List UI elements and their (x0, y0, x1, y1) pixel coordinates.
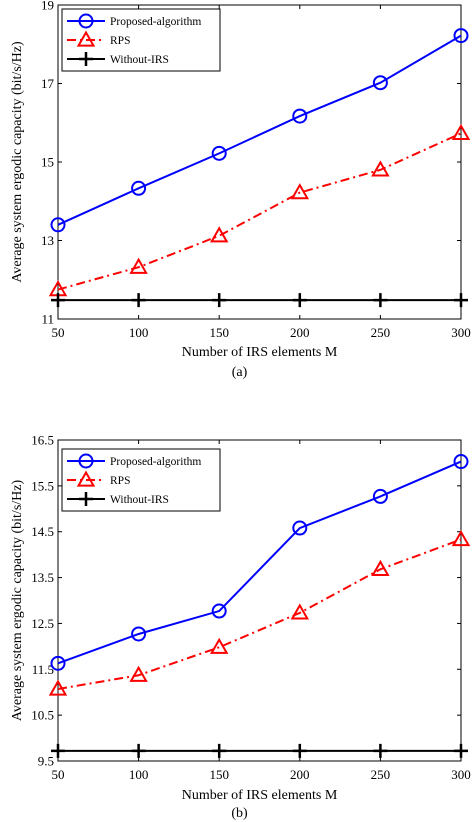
legend-box (61, 448, 221, 512)
x-tick-label: 50 (52, 767, 65, 782)
triangle-marker (451, 123, 471, 140)
legend: Proposed-algorithm RPS Without-IRS (61, 8, 221, 72)
plus-marker (292, 293, 307, 308)
legend-entry-label: Proposed-algorithm (110, 16, 201, 28)
plus-marker (292, 743, 307, 758)
legend-entry-label: Without-IRS (110, 494, 169, 506)
legend-entry-label: RPS (110, 35, 130, 47)
y-tick-label: 12.5 (31, 616, 54, 631)
series-proposed-algorithm (50, 28, 469, 233)
plus-marker (212, 743, 227, 758)
triangle-marker (76, 30, 96, 47)
legend-entry-label: Without-IRS (110, 54, 169, 66)
circle-marker (50, 655, 66, 671)
plus-marker (373, 743, 388, 758)
x-tick-label: 200 (290, 325, 310, 340)
y-tick-label: 11 (41, 312, 54, 327)
y-tick-label: 9.5 (38, 754, 54, 769)
y-axis-label: Average system ergodic capacity (bit/s/H… (10, 41, 25, 283)
series-proposed-algorithm (50, 454, 469, 671)
x-tick-label: 100 (129, 325, 149, 340)
series-line (57, 538, 462, 690)
legend: Proposed-algorithm RPS Without-IRS (61, 448, 221, 512)
plus-marker (79, 492, 93, 506)
chart-panel-a: 50 100 150 200 250 300 11 13 15 17 19 Number of IRS… (10, 0, 471, 380)
triangle-marker (129, 257, 148, 274)
plus-marker (51, 743, 65, 758)
triangle-marker (371, 559, 390, 576)
series-line (57, 132, 462, 291)
y-axis-label: Average system ergodic capacity (bit/s/H… (10, 480, 25, 722)
x-axis-label: Number of IRS elements M (182, 345, 338, 360)
circle-marker (131, 626, 147, 642)
triangle-marker (209, 637, 229, 654)
circle-marker (211, 145, 227, 161)
y-tick-label: 14.5 (31, 524, 54, 539)
circle-marker (78, 453, 94, 469)
legend-entry-label: RPS (110, 475, 130, 487)
plus-marker (454, 293, 468, 308)
y-tick-label: 15.5 (31, 478, 54, 493)
x-tick-label: 300 (451, 767, 471, 782)
legend-entry-label: Proposed-algorithm (110, 456, 201, 468)
x-tick-label: 50 (52, 325, 65, 340)
panel-caption: (a) (232, 365, 248, 380)
x-tick-label: 250 (371, 767, 391, 782)
plus-marker (373, 293, 388, 308)
x-tick-label: 150 (209, 325, 229, 340)
plus-marker (79, 52, 93, 66)
triangle-marker (290, 183, 310, 200)
circle-marker (50, 217, 66, 233)
circle-marker (372, 488, 388, 504)
triangle-marker (290, 603, 310, 620)
series-rps (48, 123, 471, 297)
y-tick-label: 15 (41, 155, 54, 170)
x-tick-label: 300 (451, 325, 471, 340)
x-tick-label: 200 (290, 767, 310, 782)
plus-marker (454, 743, 468, 758)
panel-caption: (b) (231, 806, 248, 821)
chart-panel-b: 50 100 150 200 250 300 9.5 10.5 11.5 12.5 13.5 14.5… (10, 433, 471, 822)
circle-marker (131, 180, 147, 196)
y-tick-label: 16.5 (31, 433, 54, 448)
y-tick-label: 17 (41, 76, 55, 91)
y-tick-label: 13.5 (31, 570, 54, 585)
series-line (57, 34, 462, 226)
plus-marker (131, 293, 146, 308)
circle-marker (372, 75, 388, 91)
circle-marker (292, 108, 308, 124)
x-tick-label: 100 (129, 767, 149, 782)
circle-marker (453, 454, 469, 470)
x-tick-label: 250 (371, 325, 391, 340)
y-tick-label: 11.5 (32, 662, 54, 677)
y-tick-label: 10.5 (31, 708, 54, 723)
triangle-marker (209, 226, 229, 243)
x-tick-label: 150 (209, 767, 229, 782)
triangle-marker (76, 470, 96, 487)
circle-marker (211, 603, 227, 619)
triangle-marker (451, 529, 471, 547)
y-tick-label: 19 (41, 0, 54, 13)
plus-marker (131, 743, 146, 758)
circle-marker (453, 28, 469, 44)
x-axis-label: Number of IRS elements M (182, 788, 338, 803)
triangle-marker (371, 160, 390, 177)
plus-marker (212, 293, 227, 308)
y-tick-label: 13 (41, 233, 54, 248)
circle-marker (292, 520, 308, 536)
triangle-marker (129, 665, 148, 682)
series-without-irs (51, 293, 468, 308)
triangle-marker (48, 679, 68, 696)
series-without-irs (51, 743, 468, 758)
series-rps (48, 529, 471, 696)
circle-marker (78, 13, 94, 29)
plus-marker (51, 293, 65, 308)
series-line (57, 460, 462, 665)
